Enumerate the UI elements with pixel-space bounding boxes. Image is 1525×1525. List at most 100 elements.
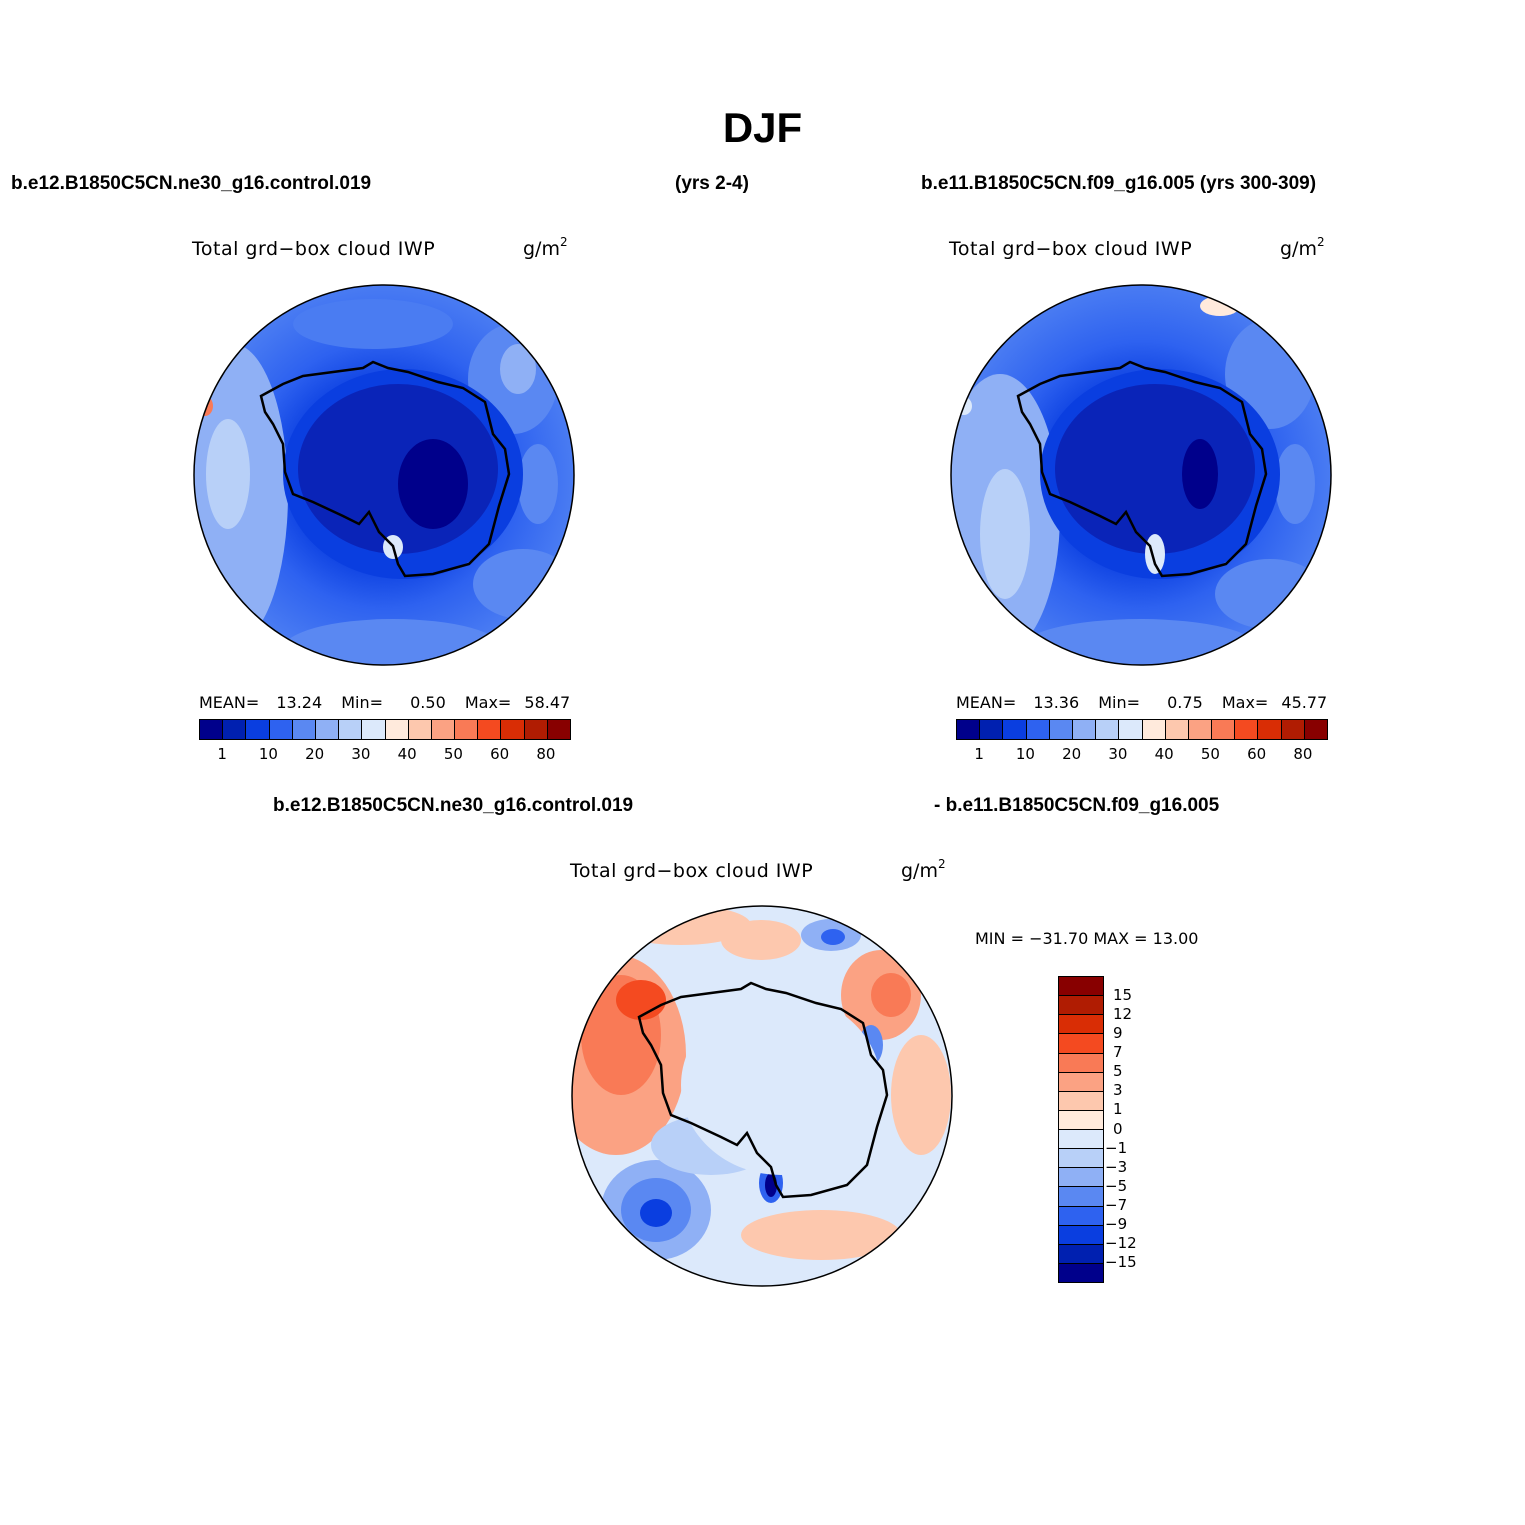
panel1-max-label: Max=	[464, 693, 512, 712]
colorbar-swatch	[980, 720, 1004, 739]
colorbar-tick-label: 1	[1113, 1100, 1123, 1119]
panel2-max-value: 45.77	[1281, 693, 1328, 712]
panel1-plot-title: Total grd−box cloud IWP	[192, 238, 436, 260]
colorbar-swatch	[1059, 1110, 1103, 1130]
colorbar-tick-label: 50	[443, 745, 463, 763]
panel2-mean-value: 13.36	[1033, 693, 1080, 712]
colorbar-tick-label: −7	[1105, 1195, 1128, 1214]
panel3-units: g/m2	[901, 857, 946, 882]
colorbar-swatch	[1119, 720, 1143, 739]
colorbar-tick-label: 20	[305, 745, 325, 763]
panel1-colorbar	[199, 719, 571, 740]
colorbar-tick-label: 20	[1062, 745, 1082, 763]
colorbar-tick-label: 1	[217, 745, 227, 763]
colorbar-swatch	[1059, 1053, 1103, 1073]
panel3-case-left: b.e12.B1850C5CN.ne30_g16.control.019	[273, 795, 634, 816]
colorbar-tick-label: 12	[1113, 1005, 1133, 1024]
colorbar-tick-label: −3	[1105, 1157, 1128, 1176]
panel1-case-name: b.e12.B1850C5CN.ne30_g16.control.019	[11, 173, 372, 194]
colorbar-swatch	[524, 720, 548, 739]
panel2-colorbar	[956, 719, 1328, 740]
colorbar-tick-label: 30	[351, 745, 371, 763]
panel1-years: (yrs 2-4)	[675, 173, 749, 194]
colorbar-swatch	[200, 720, 224, 739]
colorbar-swatch	[339, 720, 363, 739]
colorbar-swatch	[1059, 1034, 1103, 1054]
colorbar-swatch	[1072, 720, 1097, 739]
colorbar-swatch	[1003, 720, 1027, 739]
panel2-map	[950, 284, 1332, 666]
colorbar-tick-label: 7	[1113, 1043, 1123, 1062]
colorbar-swatch	[385, 720, 409, 739]
colorbar-swatch	[1059, 1187, 1103, 1207]
colorbar-tick-label: −5	[1105, 1176, 1128, 1195]
colorbar-swatch	[1304, 720, 1327, 739]
panel1-mean-value: 13.24	[276, 693, 323, 712]
colorbar-tick-label: −1	[1105, 1138, 1128, 1157]
colorbar-swatch	[1059, 1168, 1103, 1188]
colorbar-swatch	[455, 720, 479, 739]
colorbar-tick-label: 80	[1293, 745, 1313, 763]
colorbar-swatch	[1258, 720, 1282, 739]
colorbar-swatch	[1235, 720, 1259, 739]
colorbar-swatch	[431, 720, 456, 739]
colorbar-swatch	[501, 720, 525, 739]
colorbar-swatch	[1026, 720, 1050, 739]
colorbar-swatch	[408, 720, 432, 739]
colorbar-tick-label: −9	[1105, 1214, 1128, 1233]
colorbar-tick-label: 10	[1015, 745, 1035, 763]
colorbar-swatch	[362, 720, 386, 739]
colorbar-tick-label: 3	[1113, 1081, 1123, 1100]
panel3-colorbar-labels: 15 12 9 7 5 3 1 0 −1 −3 −5 −7 −9 −12 −15	[1105, 976, 1153, 1281]
colorbar-tick-label: 30	[1108, 745, 1128, 763]
colorbar-swatch	[1059, 1130, 1103, 1150]
panel1-stats: MEAN= 13.24 Min= 0.50 Max= 58.47	[199, 693, 570, 712]
colorbar-swatch	[1165, 720, 1189, 739]
colorbar-tick-label: 10	[258, 745, 278, 763]
colorbar-tick-label: 5	[1113, 1062, 1123, 1081]
colorbar-tick-label: 80	[536, 745, 556, 763]
colorbar-tick-label: 40	[1154, 745, 1174, 763]
colorbar-swatch	[478, 720, 502, 739]
panel3-colorbar	[1058, 976, 1104, 1283]
colorbar-tick-label: 0	[1113, 1119, 1123, 1138]
panel1-units: g/m2	[523, 235, 568, 260]
panel2-min-value: 0.75	[1167, 693, 1203, 712]
panel2-stats: MEAN= 13.36 Min= 0.75 Max= 45.77	[956, 693, 1327, 712]
panel2-plot-title: Total grd−box cloud IWP	[949, 238, 1193, 260]
colorbar-tick-label: 40	[397, 745, 417, 763]
colorbar-swatch	[246, 720, 270, 739]
panel2-min-label: Min=	[1098, 693, 1141, 712]
colorbar-swatch	[1049, 720, 1073, 739]
colorbar-swatch	[1059, 1206, 1103, 1226]
panel1-min-label: Min=	[341, 693, 384, 712]
panel2-max-label: Max=	[1221, 693, 1269, 712]
panel2-mean-label: MEAN=	[956, 693, 1017, 712]
colorbar-swatch	[1142, 720, 1166, 739]
colorbar-swatch	[269, 720, 293, 739]
panel2-units: g/m2	[1280, 235, 1325, 260]
colorbar-swatch	[1059, 996, 1103, 1016]
colorbar-swatch	[1059, 1091, 1103, 1111]
colorbar-swatch	[1059, 1225, 1103, 1245]
colorbar-tick-label: 50	[1200, 745, 1220, 763]
panel3-map	[571, 905, 953, 1287]
colorbar-tick-label: −15	[1105, 1252, 1137, 1271]
colorbar-swatch	[292, 720, 316, 739]
colorbar-swatch	[1059, 977, 1103, 997]
colorbar-swatch	[1059, 1263, 1103, 1282]
colorbar-swatch	[1059, 1149, 1103, 1169]
colorbar-swatch	[1059, 1072, 1103, 1092]
panel3-case-right: - b.e11.B1850C5CN.f09_g16.005	[934, 795, 1220, 816]
colorbar-swatch	[957, 720, 981, 739]
colorbar-swatch	[1059, 1015, 1103, 1035]
panel1-max-value: 58.47	[524, 693, 571, 712]
panel1-mean-label: MEAN=	[199, 693, 260, 712]
colorbar-swatch	[547, 720, 570, 739]
panel3-minmax: MIN = −31.70 MAX = 13.00	[975, 929, 1199, 948]
colorbar-tick-label: 60	[490, 745, 510, 763]
colorbar-tick-label: 15	[1113, 986, 1133, 1005]
panel1-map	[193, 284, 575, 666]
colorbar-swatch	[1212, 720, 1236, 739]
colorbar-swatch	[1059, 1244, 1103, 1264]
